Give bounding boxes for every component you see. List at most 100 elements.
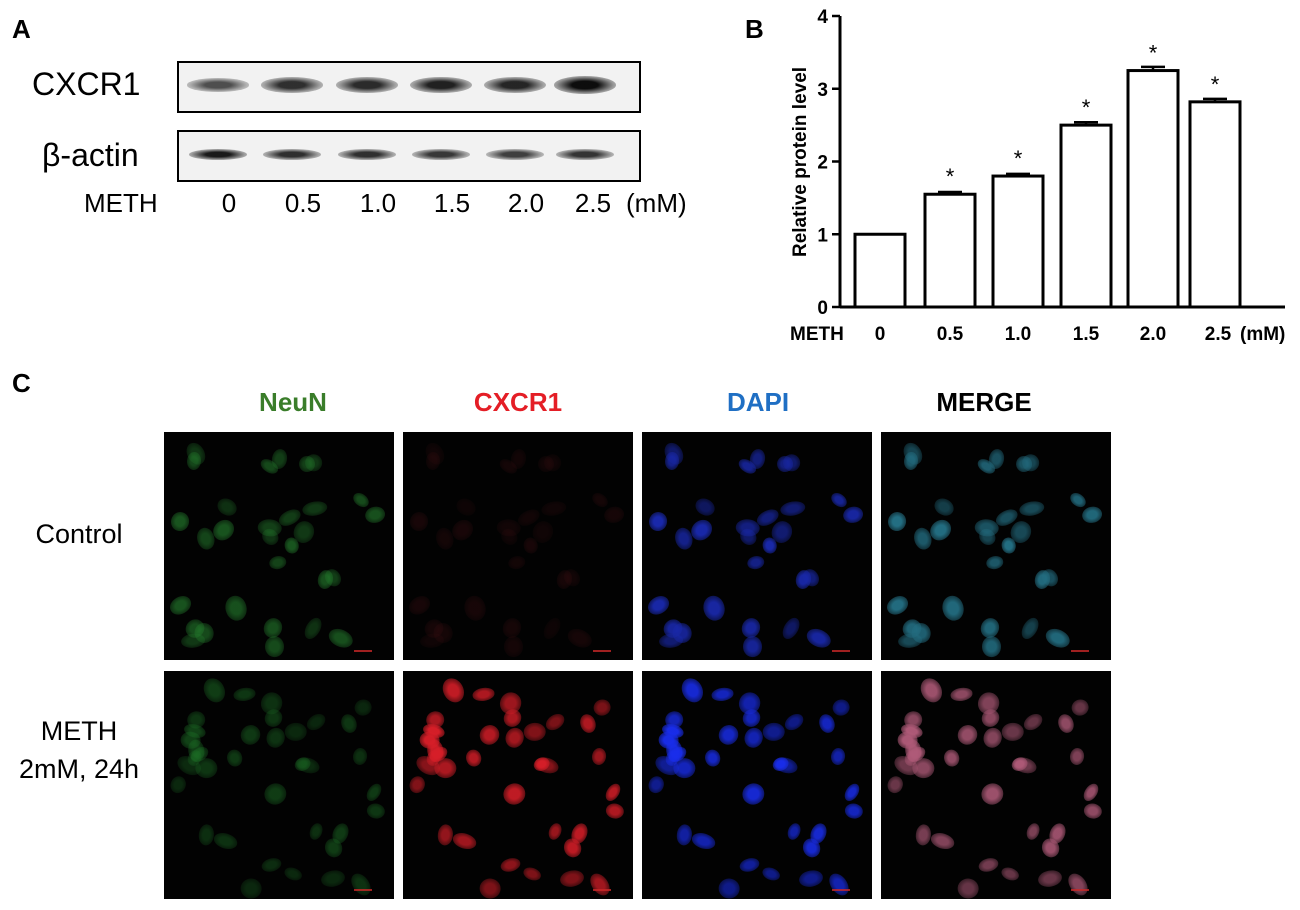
cell-nucleus <box>1069 696 1092 718</box>
scale-bar <box>832 889 850 891</box>
cell-nucleus <box>540 499 568 518</box>
y-tick-label: 4 <box>817 7 828 28</box>
cell-nucleus <box>509 447 528 470</box>
y-axis-label: Relative protein level <box>790 67 811 257</box>
cell-nucleus <box>586 869 614 899</box>
x-tick-label: 1.0 <box>1005 324 1031 345</box>
blot-band <box>263 148 321 160</box>
cell-nucleus <box>543 710 568 734</box>
channel-title-dapi: DAPI <box>726 387 790 417</box>
cell-nucleus <box>689 830 718 853</box>
micrograph-meth-cxcr1 <box>403 671 633 899</box>
cell-nucleus <box>885 774 906 796</box>
cell-nucleus <box>239 877 264 899</box>
cell-nucleus <box>168 774 189 796</box>
cell-nucleus <box>499 780 529 809</box>
cell-nucleus <box>1010 754 1039 777</box>
cell-nucleus <box>186 451 202 471</box>
cell-nucleus <box>1018 615 1043 643</box>
cell-nucleus <box>1018 499 1046 518</box>
blot-strip-cxcr1 <box>177 61 641 113</box>
bar <box>853 232 907 309</box>
cell-nucleus <box>453 495 480 520</box>
cell-nucleus <box>825 869 853 899</box>
cell-nucleus <box>742 725 766 750</box>
blot-band <box>410 76 472 94</box>
blot-band <box>187 78 249 92</box>
cell-nucleus <box>363 781 385 804</box>
cell-nucleus <box>984 554 1005 571</box>
cell-nucleus <box>646 774 667 796</box>
cell-nucleus <box>738 780 768 809</box>
cell-nucleus <box>351 746 369 767</box>
blot-lane-label: 0.5 <box>284 188 322 218</box>
cell-nucleus <box>1080 504 1104 525</box>
blot-lane-label: 1.5 <box>433 188 471 218</box>
cell-nucleus <box>717 877 742 899</box>
row-label-line: Control <box>35 519 123 549</box>
cell-nucleus <box>843 802 865 821</box>
cell-nucleus <box>199 674 230 706</box>
x-axis-prefix-label: METH <box>790 324 844 345</box>
cell-nucleus <box>981 725 1005 750</box>
y-tick-label: 0 <box>817 298 828 319</box>
cell-nucleus <box>197 823 216 846</box>
cell-nucleus <box>977 856 1000 875</box>
blot-band <box>484 76 546 94</box>
blot-treatment-label: METH <box>84 188 158 218</box>
cell-nucleus <box>775 455 794 473</box>
cell-nucleus <box>363 504 387 525</box>
cell-nucleus <box>559 868 586 890</box>
blot-band <box>556 148 614 160</box>
cell-nucleus <box>1064 869 1092 899</box>
row-label-meth: METH 2mM, 24h <box>4 712 154 788</box>
cell-nucleus <box>166 592 194 618</box>
blot-lane-label: 0 <box>221 188 237 218</box>
scale-bar <box>1071 889 1089 891</box>
cell-nucleus <box>1055 711 1077 735</box>
x-tick-label: 0.5 <box>937 324 964 345</box>
scale-bar <box>354 650 372 652</box>
cell-nucleus <box>763 722 786 742</box>
cell-nucleus <box>223 593 249 623</box>
cell-nucleus <box>940 593 966 623</box>
micrograph-control-merge <box>881 432 1111 660</box>
cell-nucleus <box>297 455 316 473</box>
channel-title-neun: NeuN <box>259 387 327 417</box>
cell-nucleus <box>365 802 387 821</box>
cell-nucleus <box>304 710 329 734</box>
cell-nucleus <box>999 865 1022 884</box>
cell-nucleus <box>1024 821 1043 842</box>
cell-nucleus <box>350 490 372 511</box>
cell-nucleus <box>956 877 981 899</box>
cell-nucleus <box>785 821 804 842</box>
blot-label-beta-actin: β-actin <box>42 137 139 173</box>
cell-nucleus <box>224 747 244 768</box>
cell-nucleus <box>664 451 680 471</box>
cell-nucleus <box>307 821 326 842</box>
y-tick-label: 3 <box>817 80 828 101</box>
cell-nucleus <box>260 780 290 809</box>
scale-bar <box>593 889 611 891</box>
cell-nucleus <box>590 746 608 767</box>
cell-nucleus <box>782 710 807 734</box>
cell-nucleus <box>589 490 611 511</box>
scale-bar <box>1071 650 1089 652</box>
panel-letter-c: C <box>12 368 31 398</box>
cell-nucleus <box>260 856 283 875</box>
channel-title-cxcr1: CXCR1 <box>473 387 563 417</box>
cell-nucleus <box>270 447 289 470</box>
cell-nucleus <box>982 636 1002 658</box>
chart-bars: * * * * * <box>853 41 1242 309</box>
micrograph-meth-dapi <box>642 671 872 899</box>
cell-nucleus <box>977 780 1007 809</box>
y-tick-label: 2 <box>817 153 828 174</box>
cell-nucleus <box>301 499 329 518</box>
x-tick-label: 2.5 <box>1205 324 1232 345</box>
cell-nucleus <box>532 754 561 777</box>
cell-nucleus <box>1014 455 1033 473</box>
cell-nucleus <box>1042 625 1073 652</box>
cell-nucleus <box>675 823 694 846</box>
cell-nucleus <box>1037 868 1064 890</box>
cell-nucleus <box>236 720 265 749</box>
